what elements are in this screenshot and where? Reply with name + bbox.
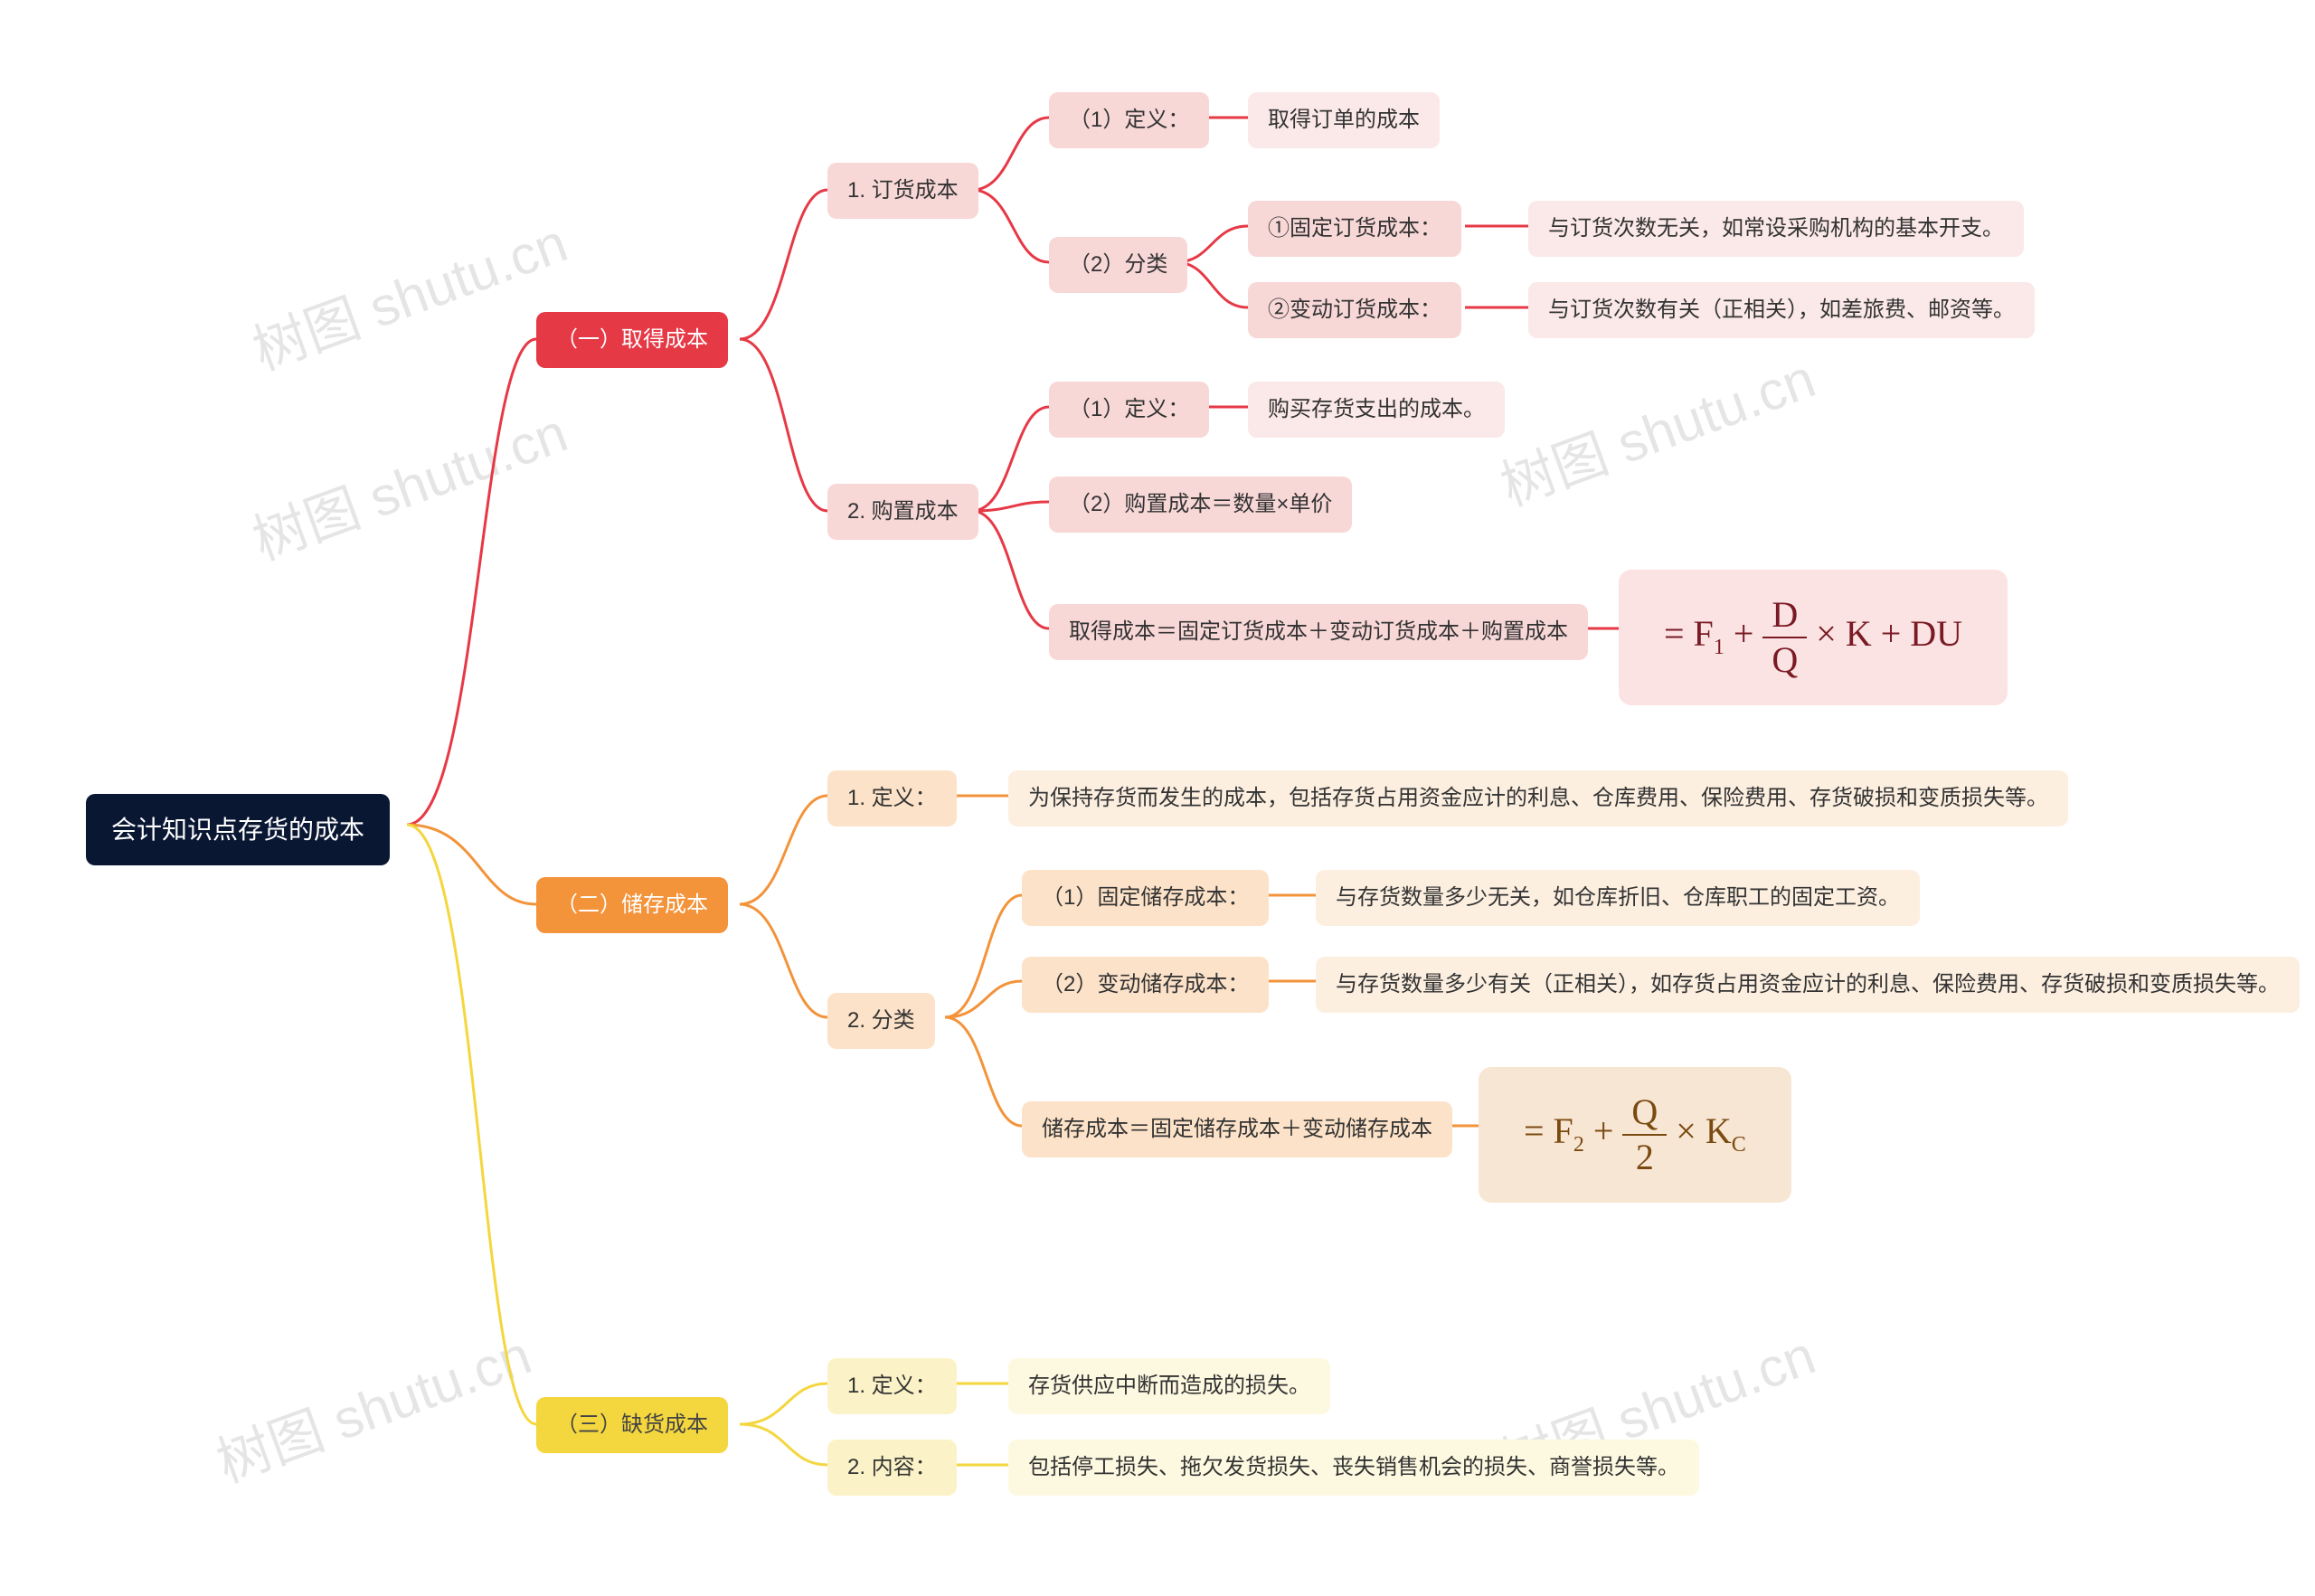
node-store-class: 2. 分类: [827, 993, 935, 1049]
node-store-fixed-value: 与存货数量多少无关，如仓库折旧、仓库职工的固定工资。: [1316, 870, 1920, 926]
node-acq-formula-label: 取得成本＝固定订货成本＋变动订货成本＋购置成本: [1049, 604, 1588, 660]
formula-frac: Q2: [1622, 1094, 1667, 1176]
branch-acquisition: （一）取得成本: [536, 312, 728, 368]
watermark: 树图 shutu.cn: [1488, 335, 1824, 521]
node-purchase-def: （1）定义：: [1049, 382, 1209, 438]
node-acq-formula: = F1 + DQ × K + DU: [1619, 570, 2008, 705]
branch-shortage: （三）缺货成本: [536, 1397, 728, 1453]
watermark: 树图 shutu.cn: [204, 1311, 540, 1497]
node-purchase-eq: （2）购置成本＝数量×单价: [1049, 477, 1352, 533]
node-short-def-value: 存货供应中断而造成的损失。: [1008, 1358, 1330, 1414]
node-order-class: （2）分类: [1049, 237, 1187, 293]
node-short-def: 1. 定义：: [827, 1358, 957, 1414]
formula-sub2: C: [1732, 1133, 1746, 1157]
node-order-def-value: 取得订单的成本: [1248, 92, 1440, 148]
node-store-def: 1. 定义：: [827, 770, 957, 826]
node-store-fixed: （1）固定储存成本：: [1022, 870, 1269, 926]
branch-storage: （二）储存成本: [536, 877, 728, 933]
watermark: 树图 shutu.cn: [241, 199, 576, 385]
node-order-var-value: 与订货次数有关（正相关），如差旅费、邮资等。: [1528, 282, 2035, 338]
formula-frac: DQ: [1762, 597, 1807, 678]
root-node: 会计知识点存货的成本: [86, 794, 390, 865]
node-short-content: 2. 内容：: [827, 1440, 957, 1496]
node-purchase-cost: 2. 购置成本: [827, 484, 978, 540]
node-store-def-value: 为保持存货而发生的成本，包括存货占用资金应计的利息、仓库费用、保险费用、存货破损…: [1008, 770, 2068, 826]
node-order-fixed: ①固定订货成本：: [1248, 201, 1461, 257]
node-order-cost: 1. 订货成本: [827, 163, 978, 219]
watermark: 树图 shutu.cn: [241, 389, 576, 575]
node-store-var-value: 与存货数量多少有关（正相关），如存货占用资金应计的利息、保险费用、存货破损和变质…: [1316, 957, 2300, 1013]
formula-sub1: 1: [1714, 636, 1724, 659]
formula-plus: +: [1584, 1110, 1623, 1151]
node-store-var: （2）变动储存成本：: [1022, 957, 1269, 1013]
node-order-fixed-value: 与订货次数无关，如常设采购机构的基本开支。: [1528, 201, 2024, 257]
formula-plus: +: [1724, 613, 1763, 654]
formula-sub1: 2: [1573, 1133, 1584, 1157]
node-order-def: （1）定义：: [1049, 92, 1209, 148]
formula-prefix: = F: [1524, 1110, 1573, 1151]
node-short-content-value: 包括停工损失、拖欠发货损失、丧失销售机会的损失、商誉损失等。: [1008, 1440, 1699, 1496]
node-order-var: ②变动订货成本：: [1248, 282, 1461, 338]
node-purchase-def-value: 购买存货支出的成本。: [1248, 382, 1505, 438]
formula-tail: × K: [1667, 1110, 1731, 1151]
node-store-formula: = F2 + Q2 × KC: [1479, 1067, 1791, 1203]
node-store-formula-label: 储存成本＝固定储存成本＋变动储存成本: [1022, 1101, 1452, 1157]
formula-tail: × K + DU: [1807, 613, 1962, 654]
formula-prefix: = F: [1664, 613, 1714, 654]
